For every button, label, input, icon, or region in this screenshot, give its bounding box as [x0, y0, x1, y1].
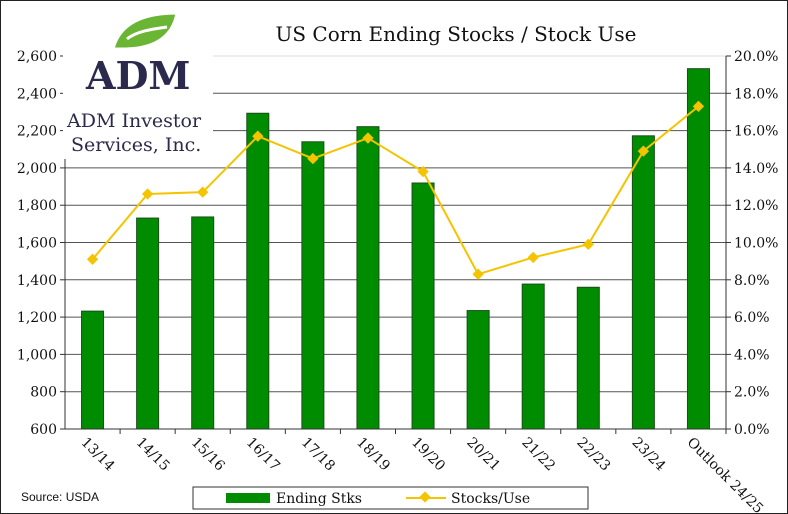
- y-right-tick-label: 4.0%: [734, 347, 770, 363]
- bar: [521, 283, 545, 430]
- leaf-icon: [111, 11, 179, 51]
- line-marker: [417, 165, 429, 178]
- logo-line2: Services, Inc.: [71, 134, 201, 156]
- bar: [81, 310, 105, 430]
- x-tick-label: 22/23: [573, 435, 613, 475]
- x-tick-label: 23/24: [629, 435, 669, 475]
- y-right-tick-label: 14.0%: [734, 161, 778, 177]
- bar: [576, 286, 600, 430]
- y-left-tick-label: 2,600: [17, 49, 57, 65]
- stocks-use-line: [91, 105, 700, 276]
- y-right-tick-label: 10.0%: [734, 236, 778, 252]
- x-tick-label: 15/16: [188, 435, 228, 475]
- bar: [191, 216, 215, 430]
- legend-label-line: Stocks/Use: [451, 491, 530, 507]
- x-tick-label: Outlook 24/25: [684, 435, 767, 513]
- y-left-tick-label: 2,200: [17, 124, 57, 140]
- y-right-tick-label: 12.0%: [734, 198, 778, 214]
- x-tick-label: 14/15: [133, 435, 173, 475]
- x-tick-label: 17/18: [298, 435, 338, 475]
- y-right-tick-label: 8.0%: [734, 273, 770, 289]
- line-marker: [197, 186, 209, 198]
- logo-line1: ADM Investor: [66, 110, 202, 132]
- line-marker: [362, 132, 374, 144]
- bar: [631, 135, 655, 430]
- bar: [686, 68, 710, 430]
- legend-swatch-bar: [226, 493, 270, 503]
- x-tick-label: 20/21: [463, 435, 503, 475]
- x-tick-label: 16/17: [243, 435, 283, 475]
- y-right-tick-label: 16.0%: [734, 124, 778, 140]
- y-left-tick-label: 1,400: [17, 273, 57, 289]
- y-right-tick-label: 6.0%: [734, 310, 770, 326]
- y-right-tick-label: 2.0%: [734, 385, 770, 401]
- bar: [246, 112, 270, 430]
- line-marker: [307, 152, 319, 165]
- y-right-tick-label: 0.0%: [734, 422, 770, 438]
- line-marker: [527, 251, 539, 264]
- y-left-tick-label: 2,000: [17, 161, 57, 177]
- line-marker: [582, 238, 594, 251]
- bar: [136, 217, 160, 430]
- logo-mark: ADM: [85, 53, 191, 98]
- y-right-tick-label: 20.0%: [734, 49, 778, 65]
- y-left-tick-label: 1,800: [17, 198, 57, 214]
- bar: [301, 141, 325, 430]
- line-marker: [472, 268, 484, 280]
- bar: [356, 126, 380, 430]
- legend-swatch-line: [419, 491, 431, 503]
- y-right-tick-label: 18.0%: [734, 86, 778, 102]
- x-tick-label: 21/22: [518, 435, 558, 475]
- y-left-tick-label: 800: [30, 385, 57, 401]
- y-left-tick-label: 1,600: [17, 236, 57, 252]
- adm-logo: ADM ADM Investor Services, Inc.: [63, 9, 213, 159]
- bar: [466, 310, 490, 430]
- x-tick-label: 13/14: [78, 435, 118, 475]
- y-left-tick-label: 1,000: [17, 347, 57, 363]
- y-left-tick-label: 600: [30, 422, 57, 438]
- line-marker: [141, 188, 154, 200]
- legend: Ending Stks Stocks/Use: [192, 486, 589, 510]
- line-marker: [252, 130, 264, 142]
- legend-label-bar: Ending Stks: [276, 491, 362, 507]
- y-left-tick-label: 2,400: [17, 86, 57, 102]
- x-tick-label: 18/19: [353, 435, 393, 475]
- chart-title: US Corn Ending Stocks / Stock Use: [275, 22, 636, 46]
- source-label: Source: USDA: [21, 490, 99, 504]
- line-marker: [637, 145, 650, 157]
- y-left-tick-label: 1,200: [17, 310, 57, 326]
- bar: [411, 182, 435, 430]
- x-tick-label: 19/20: [408, 435, 448, 475]
